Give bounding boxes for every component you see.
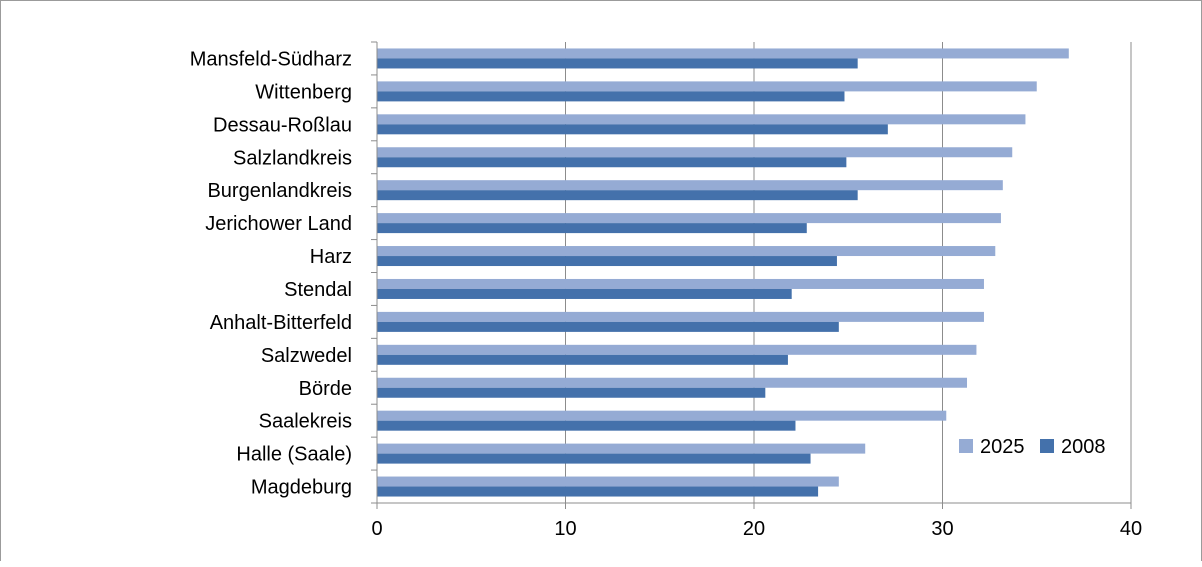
y-category-label: Salzlandkreis [233,147,352,169]
bar-2025-11 [377,410,947,421]
bar-2008-1 [377,91,845,102]
y-category-label: Harz [310,246,352,268]
y-category-label: Wittenberg [255,81,352,103]
axes [371,41,1132,509]
y-category-label: Stendal [284,279,352,301]
y-category-label: Jerichower Land [205,213,352,235]
bar-2025-10 [377,377,968,388]
legend-label-2025: 2025 [980,436,1025,458]
bar-2025-12 [377,443,866,454]
legend-swatch-2025 [959,439,973,453]
y-category-label: Dessau-Roßlau [213,114,352,136]
x-tick-label: 20 [743,518,765,540]
bar-2008-13 [377,486,819,497]
bar-2025-9 [377,344,977,355]
gridlines [565,42,1132,503]
bar-2008-0 [377,58,858,69]
y-category-label: Burgenlandkreis [207,180,352,202]
legend-swatch-2008 [1040,439,1054,453]
bar-2008-11 [377,420,796,431]
x-tick-label: 40 [1120,518,1142,540]
y-category-label: Börde [299,378,352,400]
bar-2008-7 [377,288,792,299]
y-category-label: Halle (Saale) [236,444,352,466]
bar-2008-5 [377,223,807,234]
y-category-label: Salzwedel [261,345,352,367]
y-category-label: Mansfeld-Südharz [190,48,352,70]
x-tick-label: 10 [554,518,576,540]
labels: 0 10 20 30 40 Mansfeld-Südharz Wittenberg Dessa… [190,48,1142,540]
bar-2025-2 [377,114,1026,125]
legend-label-2008: 2008 [1061,436,1106,458]
legend: 2025 2008 [959,436,1106,458]
bar-2025-4 [377,180,1003,191]
bar-2025-7 [377,278,984,289]
bar-2025-3 [377,147,1013,158]
bar-2008-9 [377,354,788,365]
bar-2008-3 [377,157,847,168]
bar-2008-10 [377,387,766,398]
bar-2025-13 [377,476,839,487]
bar-2025-6 [377,246,996,257]
y-category-label: Magdeburg [251,477,352,499]
bar-2025-8 [377,311,984,322]
bar-2025-0 [377,48,1069,59]
x-tick-label: 0 [371,518,382,540]
bar-2025-1 [377,81,1037,92]
y-category-label: Anhalt-Bitterfeld [210,312,352,334]
bar-2008-2 [377,124,888,135]
bars [377,48,1069,497]
bar-2025-5 [377,213,1001,224]
y-category-label: Saalekreis [259,411,352,433]
bar-2008-6 [377,256,837,267]
bar-2008-12 [377,453,811,464]
bar-2008-4 [377,190,858,201]
bar-2008-8 [377,321,839,332]
x-tick-label: 30 [931,518,953,540]
